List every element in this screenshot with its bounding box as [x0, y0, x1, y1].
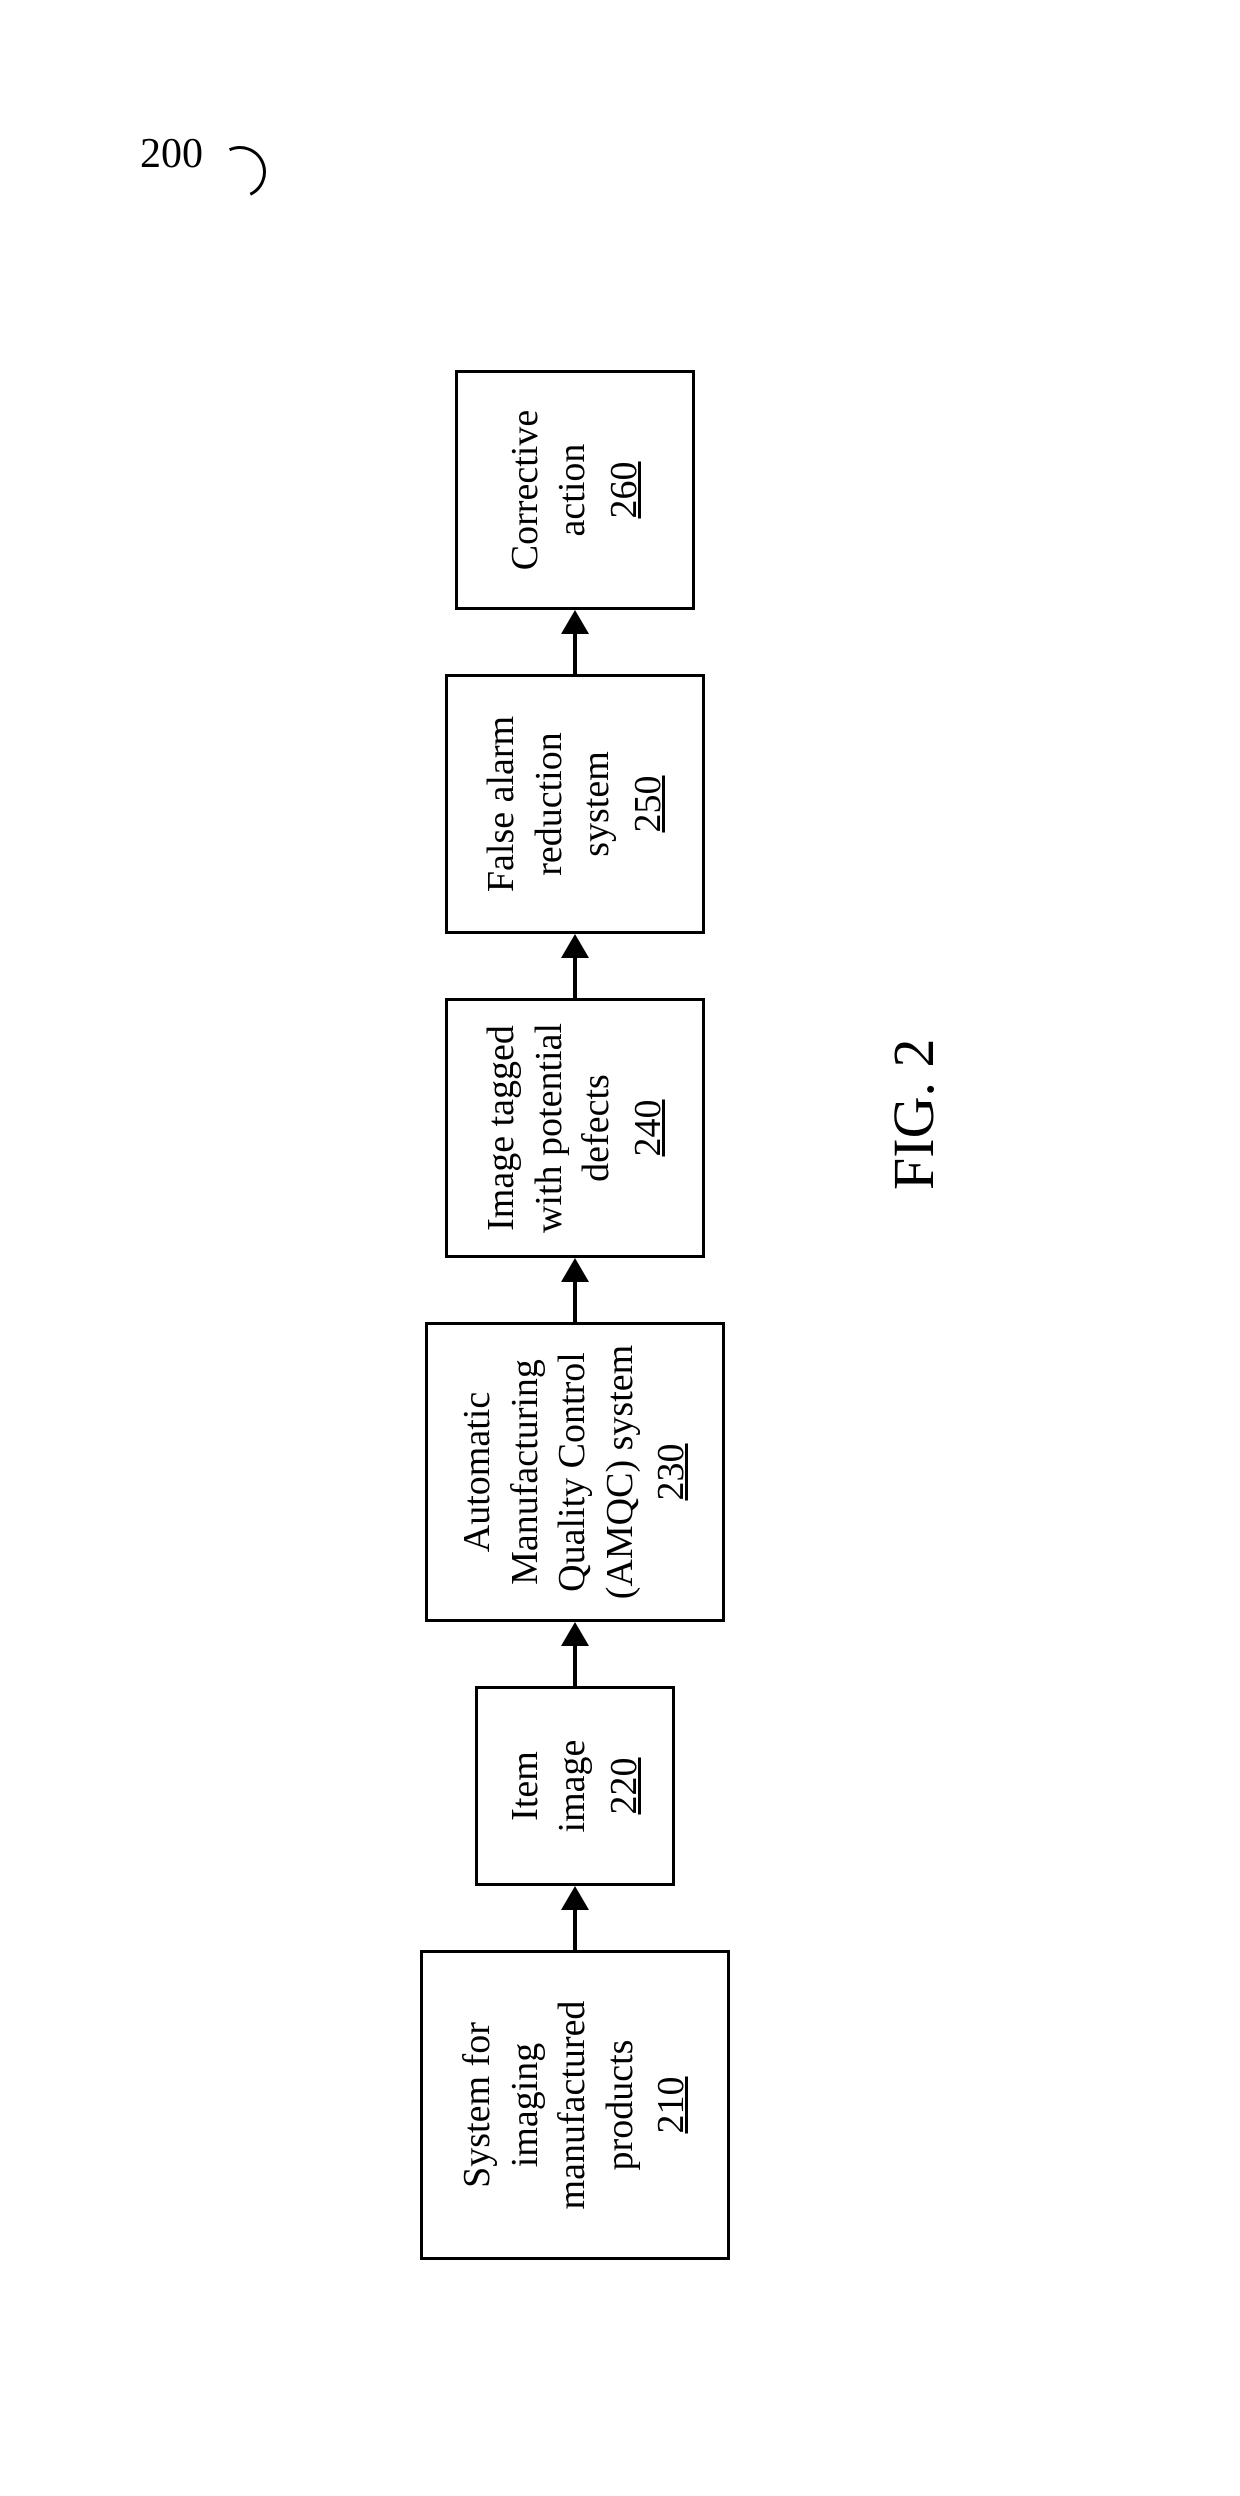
- arrow-icon: [561, 1886, 589, 1950]
- diagram-canvas: 200 System for imaging manufactured prod…: [0, 0, 1240, 2496]
- node-line: Item: [502, 1751, 550, 1821]
- figure-caption-text: FIG. 2: [881, 1039, 946, 1190]
- arrow-shaft: [573, 1282, 577, 1322]
- node-imaging-system: System for imaging manufactured products…: [420, 1950, 730, 2260]
- node-ref: 220: [601, 1758, 649, 1815]
- node-line: (AMQC) system: [597, 1345, 645, 1599]
- node-line: System for: [454, 2022, 502, 2188]
- node-line: with potential: [526, 1023, 574, 1233]
- node-ref: 240: [625, 1100, 673, 1157]
- node-line: Manufacturing: [502, 1359, 550, 1585]
- node-ref: 250: [625, 776, 673, 833]
- node-item-image: Item image 220: [475, 1686, 675, 1886]
- arrow-head: [561, 610, 589, 634]
- arrow-head: [561, 1622, 589, 1646]
- node-line: Quality Control: [549, 1352, 597, 1592]
- node-line: reduction: [526, 732, 574, 876]
- node-line: defects: [573, 1074, 621, 1182]
- node-line: action: [549, 444, 597, 537]
- node-false-alarm: False alarm reduction system 250: [445, 674, 705, 934]
- node-corrective-action: Corrective action 260: [455, 370, 695, 610]
- arrow-shaft: [573, 1910, 577, 1950]
- arrow-icon: [561, 610, 589, 674]
- diagram-reference-label: 200: [140, 131, 203, 177]
- node-ref: 260: [601, 462, 649, 519]
- arrow-shaft: [573, 958, 577, 998]
- arrow-head: [561, 934, 589, 958]
- node-line: Image tagged: [478, 1025, 526, 1231]
- node-line: image: [549, 1740, 597, 1833]
- node-line: products: [597, 2040, 645, 2171]
- node-line: system: [573, 751, 621, 857]
- arrow-icon: [561, 934, 589, 998]
- arrow-icon: [561, 1622, 589, 1686]
- reference-arrow-icon: [207, 139, 274, 206]
- arrow-icon: [561, 1258, 589, 1322]
- node-line: manufactured: [549, 2001, 597, 2210]
- node-line: False alarm: [478, 716, 526, 892]
- node-line: Corrective: [502, 410, 550, 570]
- diagram-reference: 200: [140, 130, 203, 178]
- flowchart: System for imaging manufactured products…: [420, 370, 730, 2260]
- node-ref: 230: [648, 1444, 696, 1501]
- arrow-shaft: [573, 634, 577, 674]
- arrow-shaft: [573, 1646, 577, 1686]
- node-ref: 210: [648, 2077, 696, 2134]
- figure-caption: FIG. 2: [880, 1039, 947, 1190]
- node-tagged-image: Image tagged with potential defects 240: [445, 998, 705, 1258]
- node-line: imaging: [502, 2043, 550, 2168]
- node-line: Automatic: [454, 1392, 502, 1552]
- arrow-head: [561, 1258, 589, 1282]
- node-amqc-system: Automatic Manufacturing Quality Control …: [425, 1322, 725, 1622]
- arrow-head: [561, 1886, 589, 1910]
